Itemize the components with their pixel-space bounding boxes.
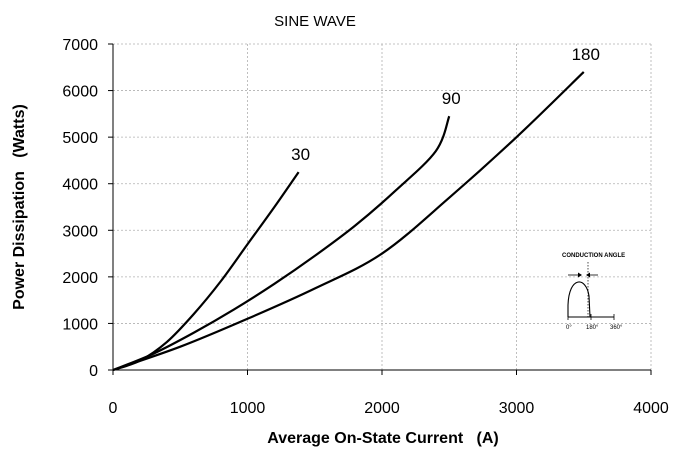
- conduction-angle-inset: CONDUCTION ANGLE 0° 180° 360°: [562, 253, 625, 331]
- y-tick-label: 2000: [62, 270, 98, 287]
- series-curves: [112, 71, 585, 372]
- inset-label-0: 0°: [566, 325, 572, 331]
- series-line-30: [112, 171, 300, 372]
- x-ticks: 0 1000 2000 3000 4000: [109, 370, 669, 417]
- chart-title: SINE WAVE: [274, 13, 356, 30]
- x-tick-label: 3000: [499, 400, 535, 417]
- inset-arrowhead-left: [578, 272, 582, 278]
- x-tick-label: 1000: [230, 400, 266, 417]
- y-tick-label: 5000: [62, 130, 98, 147]
- y-tick-label: 1000: [62, 316, 98, 333]
- x-axis-title: Average On-State Current (A): [267, 430, 498, 447]
- series-line-90: [112, 115, 451, 372]
- inset-label-180: 180°: [586, 325, 599, 331]
- series-line-180: [112, 71, 585, 372]
- inset-sine-lobe: [567, 281, 591, 318]
- series-label-180: 180: [572, 45, 600, 64]
- y-ticks: 0 1000 2000 3000 4000 5000 6000 7000: [62, 37, 113, 380]
- y-tick-label: 6000: [62, 84, 98, 101]
- grid: [113, 43, 652, 370]
- x-tick-label: 2000: [364, 400, 400, 417]
- x-tick-label: 0: [109, 400, 118, 417]
- inset-label-360: 360°: [610, 325, 623, 331]
- inset-title: CONDUCTION ANGLE: [562, 253, 625, 259]
- y-tick-label: 4000: [62, 177, 98, 194]
- series-label-90: 90: [442, 89, 461, 108]
- x-tick-label: 4000: [633, 400, 669, 417]
- y-tick-label: 3000: [62, 223, 98, 240]
- y-axis-title: Power Dissipation (Watts): [11, 104, 28, 310]
- y-tick-label: 7000: [62, 37, 98, 54]
- y-tick-label: 0: [89, 363, 98, 380]
- series-label-30: 30: [291, 145, 310, 164]
- series-labels: 30 90 180: [291, 45, 600, 164]
